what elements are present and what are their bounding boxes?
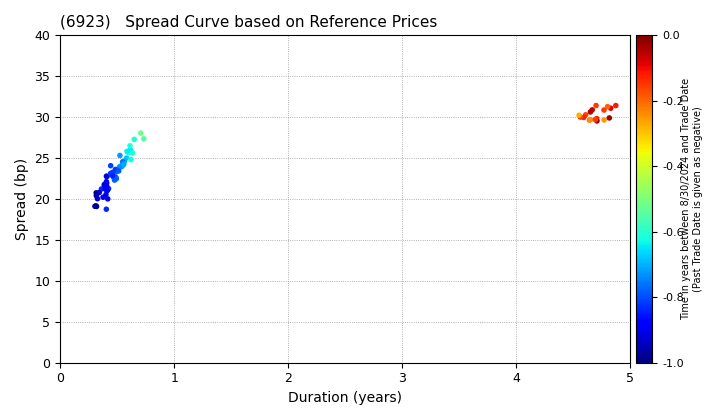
Point bbox=[119, 158, 130, 165]
Point bbox=[116, 163, 127, 170]
Point bbox=[91, 189, 102, 196]
Point bbox=[590, 102, 602, 109]
Point bbox=[102, 186, 113, 193]
Point bbox=[135, 130, 147, 136]
Point bbox=[573, 112, 585, 118]
Point bbox=[122, 150, 134, 156]
Point bbox=[107, 173, 119, 180]
Point bbox=[91, 192, 102, 199]
Y-axis label: Time in years between 8/30/2024 and Trade Date
(Past Trade Date is given as nega: Time in years between 8/30/2024 and Trad… bbox=[682, 78, 703, 320]
Point bbox=[610, 102, 621, 109]
Point bbox=[591, 118, 603, 124]
Point bbox=[605, 105, 616, 112]
Point bbox=[121, 148, 132, 155]
Point bbox=[110, 168, 122, 175]
Point bbox=[94, 189, 105, 196]
Point bbox=[101, 182, 112, 189]
Point bbox=[111, 176, 122, 182]
Point bbox=[101, 178, 112, 185]
Point bbox=[575, 114, 586, 121]
Point bbox=[89, 203, 101, 210]
Point bbox=[598, 107, 610, 113]
Point bbox=[118, 161, 130, 168]
Point bbox=[109, 166, 121, 173]
Point bbox=[578, 114, 590, 121]
Point bbox=[103, 185, 114, 192]
Point bbox=[591, 115, 603, 122]
Point bbox=[602, 103, 613, 110]
Point bbox=[121, 155, 132, 161]
Point bbox=[585, 109, 596, 116]
Point bbox=[99, 183, 110, 189]
Point bbox=[96, 186, 107, 192]
Point bbox=[110, 174, 122, 181]
Point bbox=[128, 136, 140, 143]
Point bbox=[127, 150, 138, 156]
Point bbox=[117, 162, 129, 168]
Point bbox=[114, 152, 126, 159]
Point bbox=[100, 186, 112, 193]
Point bbox=[102, 187, 113, 194]
Point bbox=[587, 107, 598, 113]
Point bbox=[99, 186, 111, 192]
Point bbox=[110, 168, 122, 175]
Point bbox=[580, 111, 591, 118]
Point bbox=[107, 169, 118, 176]
Point bbox=[598, 117, 610, 123]
Point bbox=[124, 148, 135, 155]
Point bbox=[97, 194, 109, 201]
Point bbox=[90, 202, 102, 209]
Point bbox=[113, 168, 125, 174]
Point bbox=[109, 177, 120, 184]
Point bbox=[590, 116, 601, 123]
Point bbox=[101, 206, 112, 213]
Point bbox=[125, 149, 137, 155]
Point bbox=[107, 173, 119, 179]
Point bbox=[115, 163, 127, 169]
Point bbox=[125, 147, 136, 153]
Point bbox=[105, 170, 117, 177]
Point bbox=[100, 191, 112, 198]
X-axis label: Duration (years): Duration (years) bbox=[288, 391, 402, 405]
Point bbox=[101, 180, 112, 186]
Point bbox=[101, 173, 112, 180]
Point bbox=[125, 156, 137, 163]
Point bbox=[99, 185, 111, 192]
Point bbox=[99, 181, 110, 188]
Point bbox=[109, 175, 120, 181]
Text: (6923)   Spread Curve based on Reference Prices: (6923) Spread Curve based on Reference P… bbox=[60, 15, 438, 30]
Point bbox=[102, 196, 114, 202]
Point bbox=[91, 203, 102, 210]
Point bbox=[138, 135, 150, 142]
Point bbox=[117, 158, 128, 165]
Point bbox=[584, 117, 595, 123]
Point bbox=[105, 163, 117, 169]
Point bbox=[99, 181, 110, 188]
Point bbox=[91, 195, 103, 202]
Y-axis label: Spread (bp): Spread (bp) bbox=[15, 158, 29, 240]
Point bbox=[102, 173, 113, 180]
Point bbox=[585, 116, 596, 123]
Point bbox=[125, 147, 137, 154]
Point bbox=[603, 115, 615, 121]
Point bbox=[125, 142, 136, 149]
Point bbox=[114, 164, 125, 171]
